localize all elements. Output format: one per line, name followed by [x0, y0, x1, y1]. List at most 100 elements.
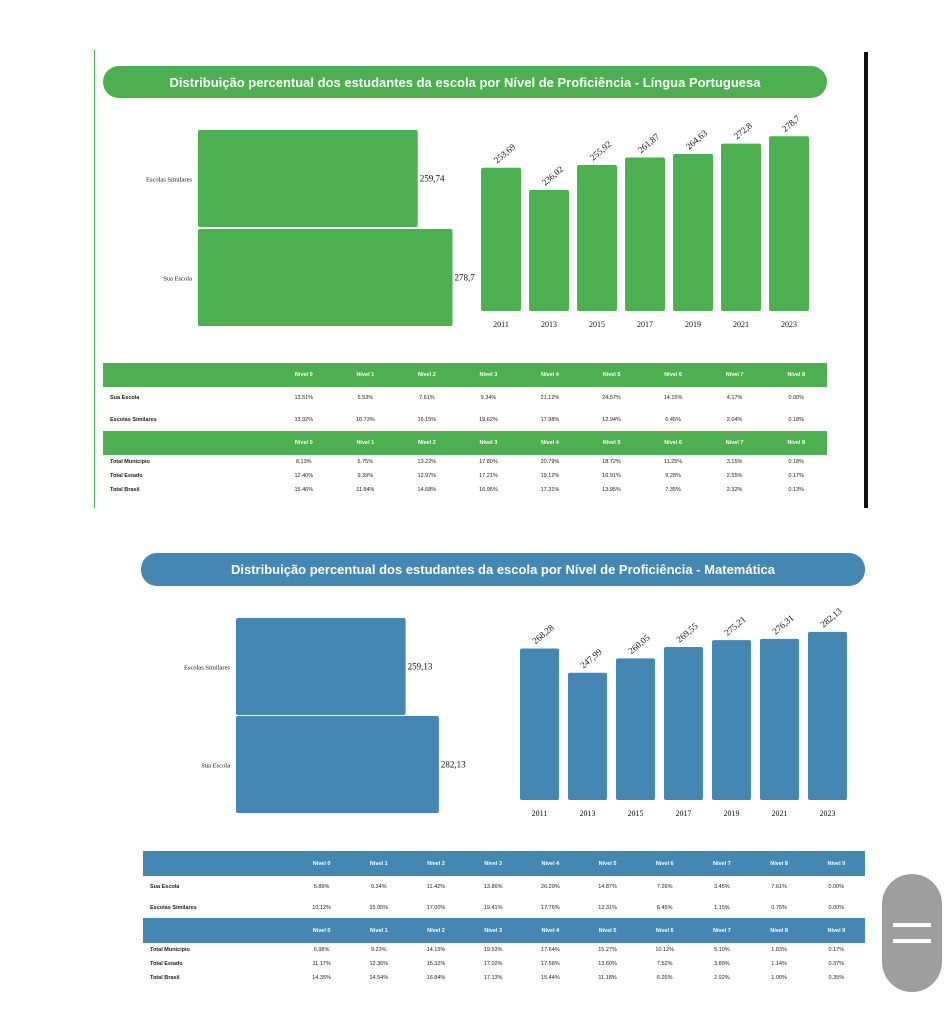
proficiency-table-math: Nível 0 Nível 1 Nível 2 Nível 3 Nível 4 Nível…: [143, 851, 865, 985]
percent-cell: 17.64%: [541, 947, 560, 953]
percent-cell: 5.53%: [357, 395, 374, 401]
percent-cell: 2.04%: [726, 417, 743, 423]
trend-bar: [577, 164, 617, 311]
percent-cell: 19.62%: [479, 417, 498, 423]
row-label: Sua Escola: [110, 395, 140, 401]
level-header: Nível 8: [765, 363, 827, 387]
percent-cell: 0.18%: [788, 459, 804, 465]
level-header-row: Nível 0 Nível 1 Nível 2 Nível 3 Nível 4 Nível…: [103, 363, 827, 387]
x-tick-label: 2013: [580, 809, 596, 818]
percent-cell: 16.15%: [417, 417, 437, 423]
percent-cell: 14.15%: [426, 947, 446, 953]
percent-cell: 15.44%: [541, 975, 560, 981]
level-header: Nível 0: [273, 363, 335, 387]
row-label: Sua Escola: [150, 883, 180, 890]
percent-cell: 0.00%: [828, 904, 845, 911]
percent-cell: 17.21%: [479, 473, 498, 479]
percent-cell: 20.79%: [540, 459, 560, 465]
trend-bar: [712, 640, 751, 800]
percent-cell: 6.75%: [357, 459, 374, 465]
level-header: Nível 6: [636, 851, 694, 876]
trend-value-label: 260,05: [626, 632, 652, 656]
trend-bar: [520, 648, 559, 800]
level-header: Nível 5: [580, 363, 643, 387]
x-tick-label: 2011: [532, 809, 548, 818]
proficiency-table-portuguese: Nível 0 Nível 1 Nível 2 Nível 3 Nível 4 Nível…: [103, 363, 827, 497]
percent-cell: 15.32%: [426, 961, 446, 967]
panel-edge: [864, 52, 868, 508]
percent-cell: 17.80%: [479, 459, 498, 465]
percent-cell: 6.45%: [665, 417, 681, 423]
percent-cell: 0.00%: [788, 395, 804, 401]
level-header: Nível 3: [457, 363, 520, 387]
menu-button[interactable]: [882, 874, 942, 992]
table-row: Total Estado 11.17% 12.36% 15.32% 17.02% 17.5…: [143, 957, 865, 971]
comparison-value-label: 278,7: [455, 273, 476, 283]
row-label: Total Estado: [150, 961, 183, 967]
percent-cell: 17.02%: [483, 961, 503, 967]
percent-cell: 19.12%: [540, 473, 560, 479]
comparison-bar: [198, 130, 418, 227]
trend-bar: [808, 631, 847, 800]
level-header: Nível 4: [521, 918, 579, 943]
trend-bar: [673, 153, 713, 311]
x-tick-label: 2019: [685, 320, 701, 329]
percent-cell: 3.15%: [726, 459, 743, 465]
x-tick-label: 2019: [724, 809, 740, 818]
percent-cell: 19.41%: [483, 904, 503, 911]
percent-cell: 13.86%: [483, 883, 503, 890]
comparison-category-label: Sua Escola: [163, 276, 192, 283]
table-row: Sua Escola 13.51% 5.53% 7.61% 9.34% 21.12% 24.…: [103, 387, 827, 409]
percent-cell: 13.92%: [294, 417, 314, 423]
trend-bar: [760, 638, 799, 800]
level-header: Nível 6: [642, 431, 704, 455]
proficiency-panel-portuguese: Distribuição percentual dos estudantes d…: [94, 50, 872, 508]
comparison-category-label: Escolas Similares: [146, 177, 193, 184]
comparison-bar: [236, 618, 406, 715]
trend-value-label: 255,92: [588, 139, 613, 163]
level-header: Nível 4: [519, 363, 581, 387]
x-tick-label: 2015: [628, 809, 644, 818]
header-cell: [103, 431, 273, 455]
percent-cell: 14.87%: [598, 883, 617, 890]
trend-value-label: 276,31: [770, 613, 795, 637]
level-header: Nível 4: [519, 431, 581, 455]
percent-cell: 15.46%: [294, 487, 314, 493]
x-tick-label: 2011: [493, 320, 509, 329]
percent-cell: 0.13%: [788, 487, 804, 493]
table-row: Total Estado 12.40% 9.39% 12.97% 17.21% 19.12…: [103, 469, 827, 483]
percent-cell: 19.53%: [483, 947, 503, 953]
percent-cell: 11.25%: [663, 459, 683, 465]
percent-cell: 7.52%: [656, 961, 673, 967]
percent-cell: 13.51%: [294, 395, 314, 401]
row-label: Escolas Similares: [150, 904, 197, 911]
percent-cell: 17.76%: [541, 904, 560, 911]
percent-cell: 17.98%: [540, 417, 560, 423]
percent-cell: 2.32%: [726, 487, 743, 493]
trend-value-label: 282,13: [818, 605, 844, 629]
comparison-value-label: 282,13: [441, 760, 466, 770]
level-header-row: Nível 0 Nível 1 Nível 2 Nível 3 Nível 4 Nível…: [103, 431, 827, 455]
comparison-category-label: Sua Escola: [201, 763, 230, 770]
percent-cell: 12.36%: [369, 961, 389, 967]
percent-cell: 12.40%: [294, 473, 314, 479]
percent-cell: 0.00%: [828, 883, 845, 890]
percent-cell: 3.89%: [714, 961, 730, 967]
percent-cell: 14.35%: [312, 975, 331, 981]
percent-cell: 9.23%: [370, 947, 387, 953]
table-row: Total Município 8.13% 6.75% 13.22% 17.80% 20.…: [103, 455, 827, 469]
percent-cell: 18.72%: [602, 459, 621, 465]
x-tick-label: 2015: [589, 320, 605, 329]
level-header: Nível 7: [703, 431, 766, 455]
level-header: Nível 5: [580, 431, 643, 455]
level-header: Nível 3: [457, 431, 520, 455]
percent-cell: 10.12%: [655, 947, 675, 953]
level-header: Nível 3: [464, 918, 522, 943]
row-label: Total Estado: [110, 473, 143, 479]
charts-portuguese: 259,74 Escolas Similares 278,7 Sua Escola 25…: [146, 113, 809, 329]
trend-bar: [769, 136, 809, 311]
level-header: Nível 2: [396, 431, 458, 455]
level-header: Nível 7: [693, 851, 751, 876]
percent-cell: 17.00%: [426, 904, 446, 911]
x-tick-label: 2017: [637, 320, 653, 329]
